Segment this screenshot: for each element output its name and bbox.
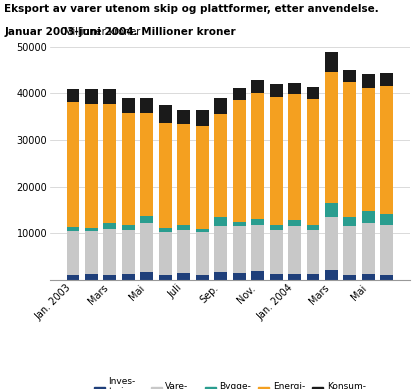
Bar (306, 275, 319, 280)
Bar (122, 274, 135, 280)
Text: Millioner kroner: Millioner kroner (64, 27, 140, 37)
Bar (233, 100, 246, 222)
Bar (233, 226, 246, 273)
Bar (103, 229, 116, 275)
Bar (288, 273, 301, 280)
Bar (177, 124, 190, 226)
Bar (325, 72, 338, 203)
Bar (122, 114, 135, 226)
Bar (66, 227, 79, 231)
Bar (85, 89, 98, 104)
Bar (122, 230, 135, 274)
Bar (196, 229, 209, 233)
Bar (270, 97, 283, 226)
Bar (214, 272, 227, 280)
Bar (251, 219, 264, 225)
Bar (362, 88, 375, 212)
Bar (306, 226, 319, 230)
Bar (362, 223, 375, 275)
Bar (380, 214, 393, 224)
Bar (196, 233, 209, 275)
Bar (344, 82, 357, 217)
Bar (233, 88, 246, 100)
Bar (103, 104, 116, 223)
Bar (270, 274, 283, 280)
Bar (159, 105, 172, 123)
Bar (196, 275, 209, 280)
Bar (85, 231, 98, 275)
Bar (306, 87, 319, 100)
Bar (288, 83, 301, 94)
Bar (325, 217, 338, 270)
Bar (344, 226, 357, 275)
Bar (140, 216, 153, 223)
Bar (214, 114, 227, 217)
Bar (380, 224, 393, 275)
Bar (159, 123, 172, 228)
Bar (122, 98, 135, 114)
Bar (196, 110, 209, 126)
Bar (380, 73, 393, 86)
Bar (362, 212, 375, 223)
Text: Januar 2003-juni 2004. Millioner kroner: Januar 2003-juni 2004. Millioner kroner (4, 27, 236, 37)
Bar (177, 230, 190, 273)
Bar (288, 220, 301, 226)
Bar (103, 89, 116, 104)
Bar (140, 98, 153, 114)
Bar (251, 225, 264, 271)
Bar (66, 231, 79, 275)
Bar (325, 52, 338, 72)
Bar (380, 275, 393, 280)
Bar (214, 226, 227, 272)
Text: Eksport av varer utenom skip og plattformer, etter anvendelse.: Eksport av varer utenom skip og plattfor… (4, 4, 379, 14)
Bar (344, 70, 357, 82)
Bar (85, 275, 98, 280)
Bar (288, 94, 301, 220)
Bar (251, 80, 264, 93)
Bar (325, 203, 338, 217)
Bar (306, 230, 319, 275)
Bar (362, 275, 375, 280)
Bar (159, 228, 172, 232)
Bar (270, 230, 283, 274)
Bar (233, 222, 246, 226)
Bar (85, 104, 98, 228)
Bar (251, 93, 264, 219)
Bar (233, 273, 246, 280)
Bar (270, 84, 283, 97)
Bar (140, 114, 153, 216)
Bar (344, 217, 357, 226)
Bar (159, 275, 172, 280)
Bar (103, 275, 116, 280)
Bar (177, 110, 190, 124)
Bar (66, 102, 79, 227)
Bar (325, 270, 338, 280)
Bar (85, 228, 98, 231)
Bar (288, 226, 301, 273)
Bar (140, 272, 153, 280)
Bar (177, 273, 190, 280)
Bar (66, 275, 79, 280)
Bar (177, 226, 190, 230)
Bar (122, 226, 135, 230)
Bar (270, 226, 283, 230)
Bar (214, 98, 227, 114)
Bar (66, 89, 79, 102)
Bar (140, 223, 153, 272)
Bar (196, 126, 209, 229)
Bar (306, 100, 319, 226)
Legend: Inves-
terings-
varer, Vare-
innsats, Bygge-
varer, Energi-
varer, Konsum-
varer: Inves- terings- varer, Vare- innsats, By… (90, 373, 370, 389)
Bar (344, 275, 357, 280)
Bar (214, 217, 227, 226)
Bar (380, 86, 393, 214)
Bar (362, 74, 375, 88)
Bar (159, 232, 172, 275)
Bar (103, 223, 116, 229)
Bar (251, 271, 264, 280)
